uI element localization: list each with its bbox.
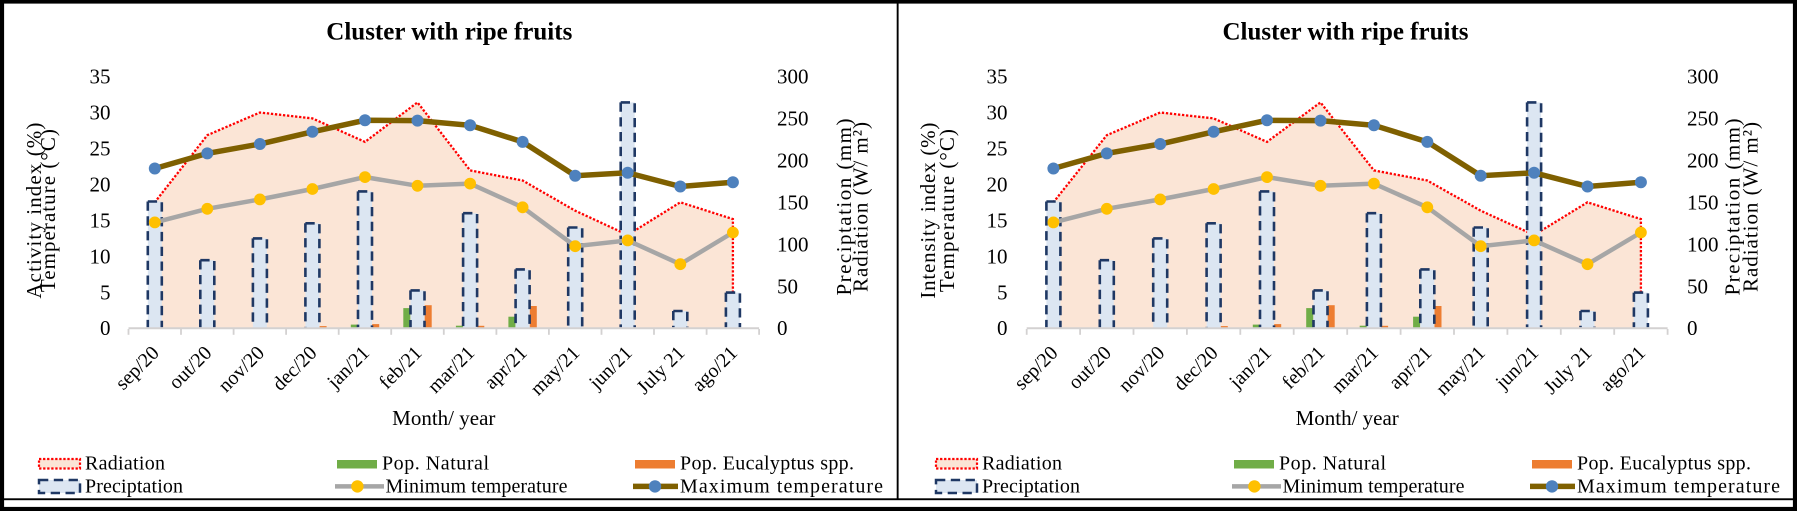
svg-text:20: 20 xyxy=(987,173,1008,197)
svg-text:Intensity index (%): Intensity index (%) xyxy=(916,123,940,299)
svg-text:0: 0 xyxy=(777,316,788,340)
svg-text:0: 0 xyxy=(100,316,111,340)
svg-text:Temperature (°C): Temperature (°C) xyxy=(36,129,60,292)
svg-text:Minimum temperature: Minimum temperature xyxy=(386,475,568,497)
svg-text:5: 5 xyxy=(997,280,1008,304)
svg-text:0: 0 xyxy=(1687,316,1698,340)
svg-text:0: 0 xyxy=(997,316,1008,340)
svg-text:Pop. Eucalyptus spp.: Pop. Eucalyptus spp. xyxy=(1577,453,1751,475)
svg-text:Minimum temperature: Minimum temperature xyxy=(1283,475,1465,497)
svg-text:35: 35 xyxy=(987,65,1008,89)
svg-text:Maximum temperature: Maximum temperature xyxy=(1577,475,1780,497)
svg-text:Pop. Natural: Pop. Natural xyxy=(1279,453,1386,475)
svg-text:25: 25 xyxy=(90,137,111,161)
svg-text:Pop. Eucalyptus spp.: Pop. Eucalyptus spp. xyxy=(680,453,854,475)
svg-text:300: 300 xyxy=(1687,65,1719,89)
svg-text:Maximum temperature: Maximum temperature xyxy=(680,475,883,497)
svg-text:200: 200 xyxy=(777,149,809,173)
svg-text:Radiation: Radiation xyxy=(982,453,1062,475)
svg-text:Preciptation: Preciptation xyxy=(85,475,183,497)
svg-text:30: 30 xyxy=(987,101,1008,125)
svg-text:300: 300 xyxy=(777,65,809,89)
svg-text:200: 200 xyxy=(1687,149,1719,173)
svg-text:250: 250 xyxy=(777,107,809,131)
svg-text:100: 100 xyxy=(1687,232,1719,256)
svg-text:20: 20 xyxy=(90,173,111,197)
svg-text:Activity index (%): Activity index (%) xyxy=(22,123,46,299)
svg-text:Radiation: Radiation xyxy=(85,453,165,475)
svg-text:150: 150 xyxy=(777,191,809,215)
svg-text:50: 50 xyxy=(1687,274,1708,298)
svg-text:Radiation (W/ m²): Radiation (W/ m²) xyxy=(1739,122,1763,292)
svg-text:15: 15 xyxy=(90,208,111,232)
svg-text:Cluster with ripe fruits: Cluster with ripe fruits xyxy=(326,19,572,46)
svg-text:35: 35 xyxy=(90,65,111,89)
svg-text:Temperature (°C): Temperature (°C) xyxy=(935,129,959,292)
svg-text:5: 5 xyxy=(100,280,111,304)
svg-text:Radiation (W/ m²): Radiation (W/ m²) xyxy=(849,122,873,292)
svg-text:Cluster with ripe fruits: Cluster with ripe fruits xyxy=(1223,19,1469,46)
svg-text:250: 250 xyxy=(1687,107,1719,131)
svg-text:100: 100 xyxy=(777,232,809,256)
svg-text:15: 15 xyxy=(987,208,1008,232)
svg-text:Preciptation (mm): Preciptation (mm) xyxy=(832,119,856,296)
svg-text:150: 150 xyxy=(1687,191,1719,215)
svg-text:10: 10 xyxy=(987,244,1008,268)
svg-text:Preciptation (mm): Preciptation (mm) xyxy=(1721,119,1745,296)
svg-text:50: 50 xyxy=(777,274,798,298)
svg-text:Pop. Natural: Pop. Natural xyxy=(382,453,489,475)
svg-text:25: 25 xyxy=(987,137,1008,161)
svg-text:Month/ year: Month/ year xyxy=(392,406,495,430)
svg-text:Preciptation: Preciptation xyxy=(982,475,1080,497)
svg-text:Month/ year: Month/ year xyxy=(1296,406,1399,430)
svg-text:30: 30 xyxy=(90,101,111,125)
svg-text:10: 10 xyxy=(90,244,111,268)
